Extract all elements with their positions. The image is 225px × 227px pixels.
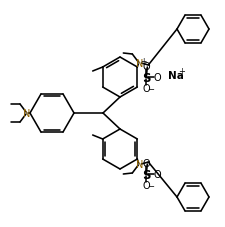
Text: −: − <box>147 182 154 191</box>
Text: −: − <box>147 85 154 94</box>
Text: N: N <box>23 109 31 118</box>
Text: O: O <box>153 169 161 179</box>
Text: N: N <box>136 59 143 69</box>
Text: +: + <box>140 56 146 65</box>
Text: N: N <box>136 159 143 169</box>
Text: O: O <box>142 62 150 72</box>
Text: S: S <box>142 169 151 182</box>
Text: O: O <box>142 158 150 168</box>
Text: O: O <box>142 84 150 94</box>
Text: O: O <box>142 180 150 190</box>
Text: Na: Na <box>168 71 184 81</box>
Text: O: O <box>153 73 161 83</box>
Text: +: + <box>178 67 185 76</box>
Text: S: S <box>142 72 151 85</box>
